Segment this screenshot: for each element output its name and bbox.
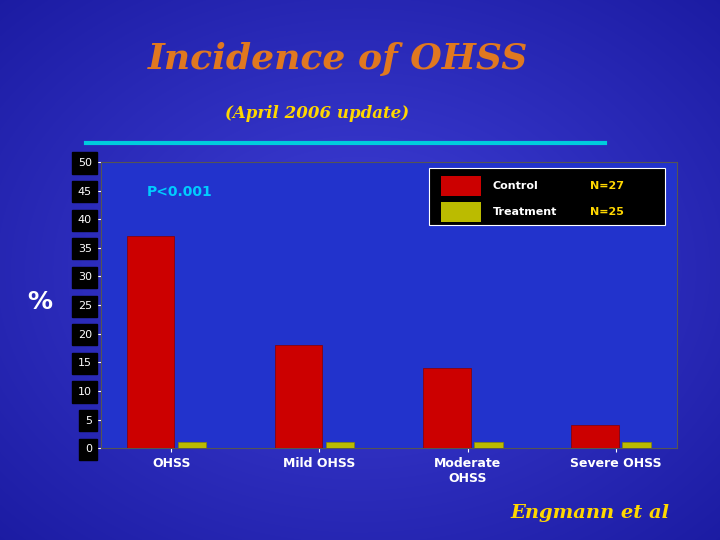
Bar	[474, 442, 503, 448]
Bar	[178, 442, 207, 448]
Bar	[441, 176, 481, 197]
Bar	[441, 202, 481, 222]
Bar	[127, 237, 174, 448]
Bar	[423, 368, 471, 448]
Text: (April 2006 update): (April 2006 update)	[225, 105, 409, 122]
Text: N=27: N=27	[590, 181, 624, 191]
Bar	[326, 442, 354, 448]
Bar	[275, 345, 323, 448]
Bar	[571, 426, 618, 448]
Text: Incidence of OHSS: Incidence of OHSS	[148, 43, 528, 76]
Text: Treatment: Treatment	[492, 207, 557, 217]
Text: Engmann et al: Engmann et al	[510, 504, 670, 522]
Text: P<0.001: P<0.001	[147, 185, 212, 199]
Text: %: %	[27, 291, 52, 314]
Bar	[622, 442, 651, 448]
Text: N=25: N=25	[590, 207, 624, 217]
Text: Control: Control	[492, 181, 539, 191]
Bar	[429, 168, 665, 225]
